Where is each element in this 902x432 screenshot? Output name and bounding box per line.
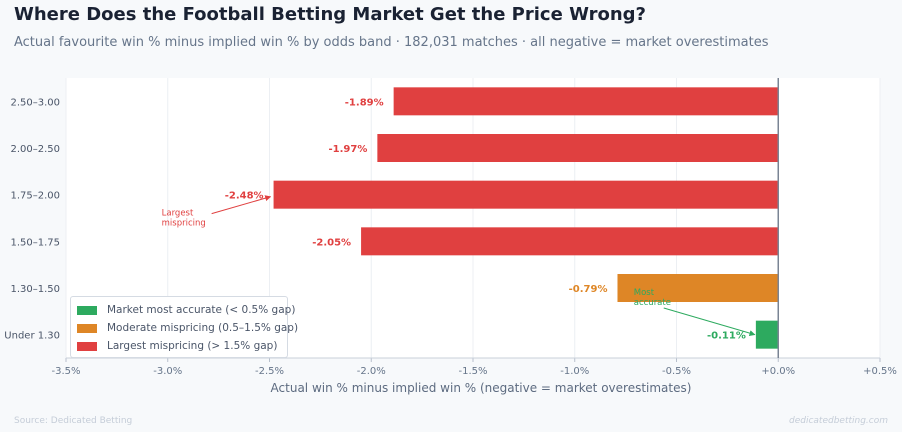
chart-legend: Market most accurate (< 0.5% gap) Modera… [70,296,298,358]
annotation-text: accurate [634,298,671,308]
x-tick-label: +0.5% [863,366,897,377]
legend-label-largest: Largest mispricing (> 1.5% gap) [107,340,278,352]
x-tick-label: -3.0% [153,366,182,377]
annotation-text: Most [634,288,655,298]
data-label: -2.48% [225,191,264,202]
legend-swatch-accurate [77,305,97,315]
y-tick-label: Under 1.30 [4,331,60,342]
x-tick-label: -1.0% [560,366,589,377]
bar-largest [361,227,779,256]
y-tick-label: 1.30–1.50 [10,284,60,295]
y-tick-label: 2.50–3.00 [10,97,60,108]
chart-title: Where Does the Football Betting Market G… [14,4,646,25]
data-label: -0.79% [569,284,608,295]
x-axis-label: Actual win % minus implied win % (negati… [271,381,692,395]
data-label: -1.89% [345,97,384,108]
data-label: -1.97% [329,144,368,155]
bar-accurate [755,320,779,349]
data-label: -0.11% [707,331,746,342]
brand-watermark: dedicatedbetting.com [788,416,888,426]
x-tick-label: -2.5% [255,366,284,377]
data-label: -2.05% [312,237,351,248]
x-tick-label: -2.0% [357,366,386,377]
annotation-arrow [211,195,272,215]
annotation-text: Largest [162,209,194,219]
legend-item-largest: Largest mispricing (> 1.5% gap) [71,337,287,355]
y-tick-label: 1.50–1.75 [10,237,60,248]
legend-label-accurate: Market most accurate (< 0.5% gap) [107,304,296,316]
bar-largest [393,87,779,116]
x-tick-label: +0.0% [761,366,795,377]
bar-largest [273,180,779,209]
annotation-arrow [663,307,756,337]
bar-moderate [617,274,779,302]
x-tick-label: -1.5% [458,366,487,377]
annotation-text: mispricing [162,219,206,229]
legend-item-moderate: Moderate mispricing (0.5–1.5% gap) [71,319,298,337]
y-tick-label: 1.75–2.00 [10,191,60,202]
x-tick-label: -3.5% [51,366,80,377]
x-tick-label: -0.5% [662,366,691,377]
legend-swatch-largest [77,341,97,351]
legend-label-moderate: Moderate mispricing (0.5–1.5% gap) [107,322,299,334]
legend-swatch-moderate [77,323,97,333]
legend-item-accurate: Market most accurate (< 0.5% gap) [71,301,295,319]
bar-largest [377,134,779,162]
source-note: Source: Dedicated Betting [14,416,133,426]
y-tick-label: 2.00–2.50 [10,144,60,155]
chart-subtitle: Actual favourite win % minus implied win… [14,35,769,50]
